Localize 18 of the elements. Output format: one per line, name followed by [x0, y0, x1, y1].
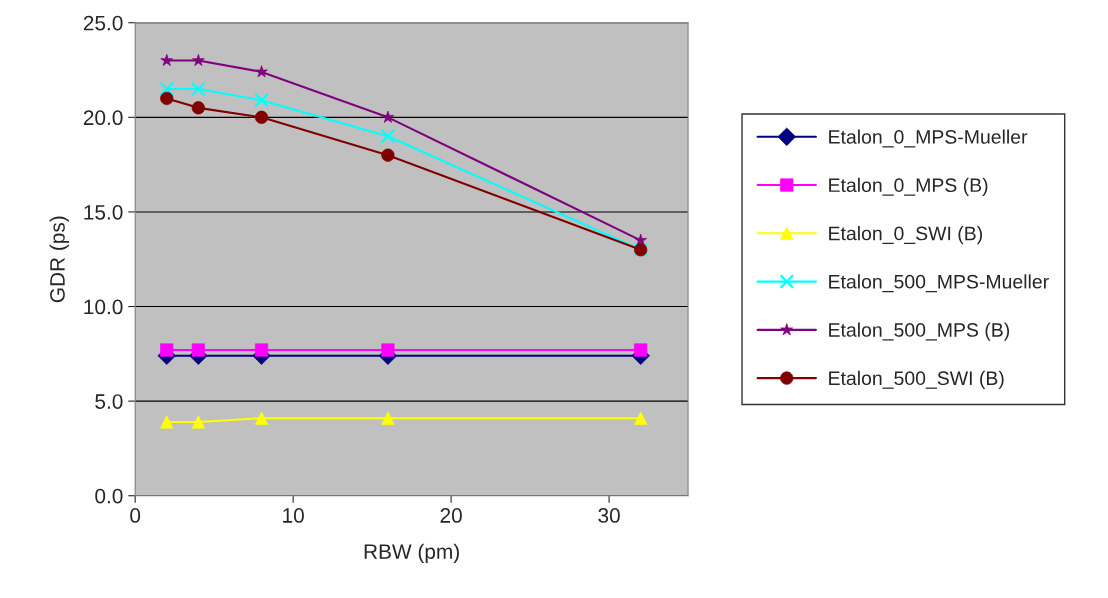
x-tick-label: 30	[598, 508, 620, 523]
y-tick-label: 10.0	[84, 299, 123, 315]
x-tick-label: 20	[440, 508, 462, 523]
y-tick-label: 0.0	[95, 488, 123, 504]
x-tick-label: 0	[130, 508, 141, 523]
legend-label: Etalon_0_SWI (B)	[829, 226, 982, 245]
legend-label: Etalon_0_MPS-Mueller	[829, 129, 1028, 148]
y-tick-label: 20.0	[83, 110, 123, 126]
x-axis-title: RBW (pm)	[364, 543, 459, 564]
y-axis-title: GDR (ps)	[49, 216, 69, 303]
legend-label: Etalon_500_SWI (B)	[829, 370, 1004, 389]
y-tick-label: 5.0	[95, 394, 123, 409]
x-tick-label: 10	[283, 508, 304, 523]
legend-label: Etalon_500_MPS-Mueller	[829, 274, 1049, 293]
y-tick-label: 15.0	[84, 204, 123, 220]
legend-label: Etalon_0_MPS (B)	[829, 177, 988, 196]
y-tick-label: 25.0	[83, 15, 123, 31]
legend-label: Etalon_500_MPS (B)	[829, 322, 1010, 341]
